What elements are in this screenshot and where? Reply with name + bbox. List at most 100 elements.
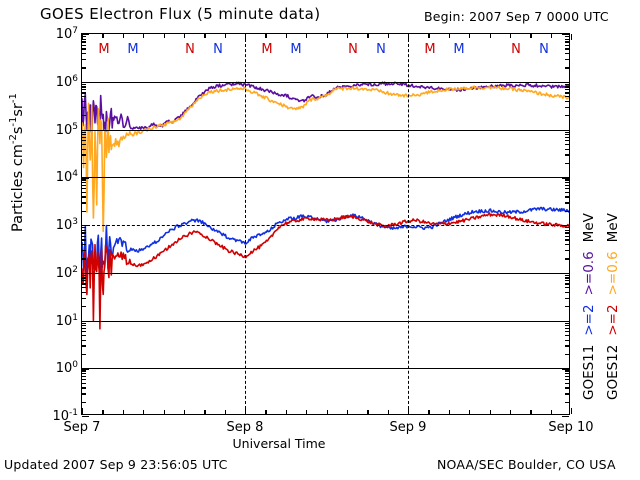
y-tick — [562, 225, 569, 227]
y-tick — [565, 283, 569, 285]
y-tick — [565, 378, 569, 381]
x-tick — [102, 34, 104, 38]
y-tick — [82, 184, 86, 186]
y-tick — [82, 202, 86, 204]
y-tick — [82, 187, 86, 190]
x-tick — [306, 410, 308, 414]
x-tick — [387, 410, 389, 414]
x-tick — [265, 410, 267, 414]
y-tick — [565, 184, 569, 186]
y-tick — [82, 179, 86, 181]
y-tick — [565, 148, 569, 150]
y-tick — [82, 416, 89, 418]
y-tick — [82, 327, 86, 330]
event-flag-m-9: M — [453, 42, 465, 57]
x-tick — [346, 410, 349, 414]
event-flag-n-11: N — [539, 42, 549, 57]
y-tick — [82, 67, 86, 69]
y-tick — [565, 353, 569, 356]
y-tick — [82, 322, 86, 324]
y-tick — [565, 106, 569, 108]
x-tick — [285, 34, 288, 38]
event-flag-m-4: M — [261, 42, 273, 57]
y-tick — [565, 334, 569, 337]
x-tick — [530, 410, 532, 414]
x-tick — [183, 34, 186, 38]
y-tick — [565, 325, 569, 327]
y-tick — [565, 258, 569, 260]
y-tick — [82, 162, 86, 165]
y-tick — [82, 249, 86, 252]
y-tick — [82, 378, 86, 381]
y-tick — [82, 196, 86, 198]
y-tick — [565, 227, 569, 229]
x-tick — [469, 410, 471, 414]
legend-unit-label: MeV — [581, 213, 597, 243]
x-tick — [326, 410, 328, 414]
y-tick — [565, 96, 569, 98]
y-tick — [565, 179, 569, 181]
y-tick — [82, 320, 89, 322]
y-tick — [82, 191, 86, 193]
x-tick — [489, 34, 491, 38]
legend-satellite-label: GOES12 — [605, 344, 621, 400]
y-tick — [562, 272, 569, 275]
x-tick — [82, 34, 84, 40]
y-tick — [565, 202, 569, 204]
y-tick — [82, 86, 86, 88]
x-tick — [82, 408, 84, 414]
y-tick — [82, 106, 86, 108]
begin-time-label: Begin: 2007 Sep 7 0000 UTC — [424, 9, 609, 24]
y-tick-label-1e2: 102 — [55, 264, 78, 281]
y-tick — [562, 129, 569, 131]
y-tick — [565, 131, 569, 133]
y-tick — [565, 143, 569, 146]
x-tick — [428, 34, 430, 38]
y-tick — [82, 81, 89, 84]
x-tick — [448, 410, 451, 414]
y-tick — [565, 232, 569, 234]
y-tick-label-1e5: 105 — [55, 121, 78, 138]
y-tick — [565, 187, 569, 190]
y-tick — [82, 232, 86, 234]
y-tick — [82, 83, 86, 86]
x-tick — [143, 34, 145, 38]
gridline-1e4 — [82, 177, 569, 179]
y-tick — [82, 375, 86, 377]
gridline-threshold-1e3 — [82, 225, 569, 226]
gridline-1e0 — [82, 368, 569, 370]
x-tick — [285, 410, 288, 414]
y-tick — [82, 287, 86, 289]
x-tick — [509, 34, 512, 38]
y-tick — [565, 191, 569, 193]
chart-title: GOES Electron Flux (5 minute data) — [40, 5, 321, 23]
y-tick — [565, 134, 569, 136]
y-tick — [565, 181, 569, 184]
x-tick — [408, 34, 410, 40]
y-tick — [565, 58, 569, 61]
event-flag-m-0: M — [98, 42, 110, 57]
y-tick — [82, 339, 86, 341]
event-flag-n-6: N — [348, 42, 358, 57]
gridline-1e1 — [82, 320, 569, 322]
y-tick — [565, 249, 569, 252]
x-tick-label-sep-9: Sep 9 — [389, 420, 427, 435]
event-flag-n-10: N — [511, 42, 521, 57]
legend-satellite-label: GOES11 — [581, 344, 597, 400]
y-tick — [565, 372, 569, 375]
x-tick — [245, 34, 247, 40]
x-tick — [489, 410, 491, 414]
y-axis-title: Particles cm-2s-1sr-1 — [8, 93, 26, 232]
gridline-1e5 — [82, 129, 569, 131]
provider-credit: NOAA/SEC Boulder, CO USA — [437, 457, 616, 472]
legend-energy-2mev: >=2 — [605, 304, 621, 336]
legend-energy-06mev: >=0.6 — [605, 251, 621, 296]
x-tick — [571, 34, 573, 40]
y-tick — [82, 401, 86, 403]
y-tick — [82, 92, 86, 94]
plot-clip — [82, 34, 569, 414]
y-tick — [565, 339, 569, 341]
y-tick — [565, 86, 569, 88]
y-tick — [82, 100, 86, 103]
x-tick — [143, 410, 145, 414]
